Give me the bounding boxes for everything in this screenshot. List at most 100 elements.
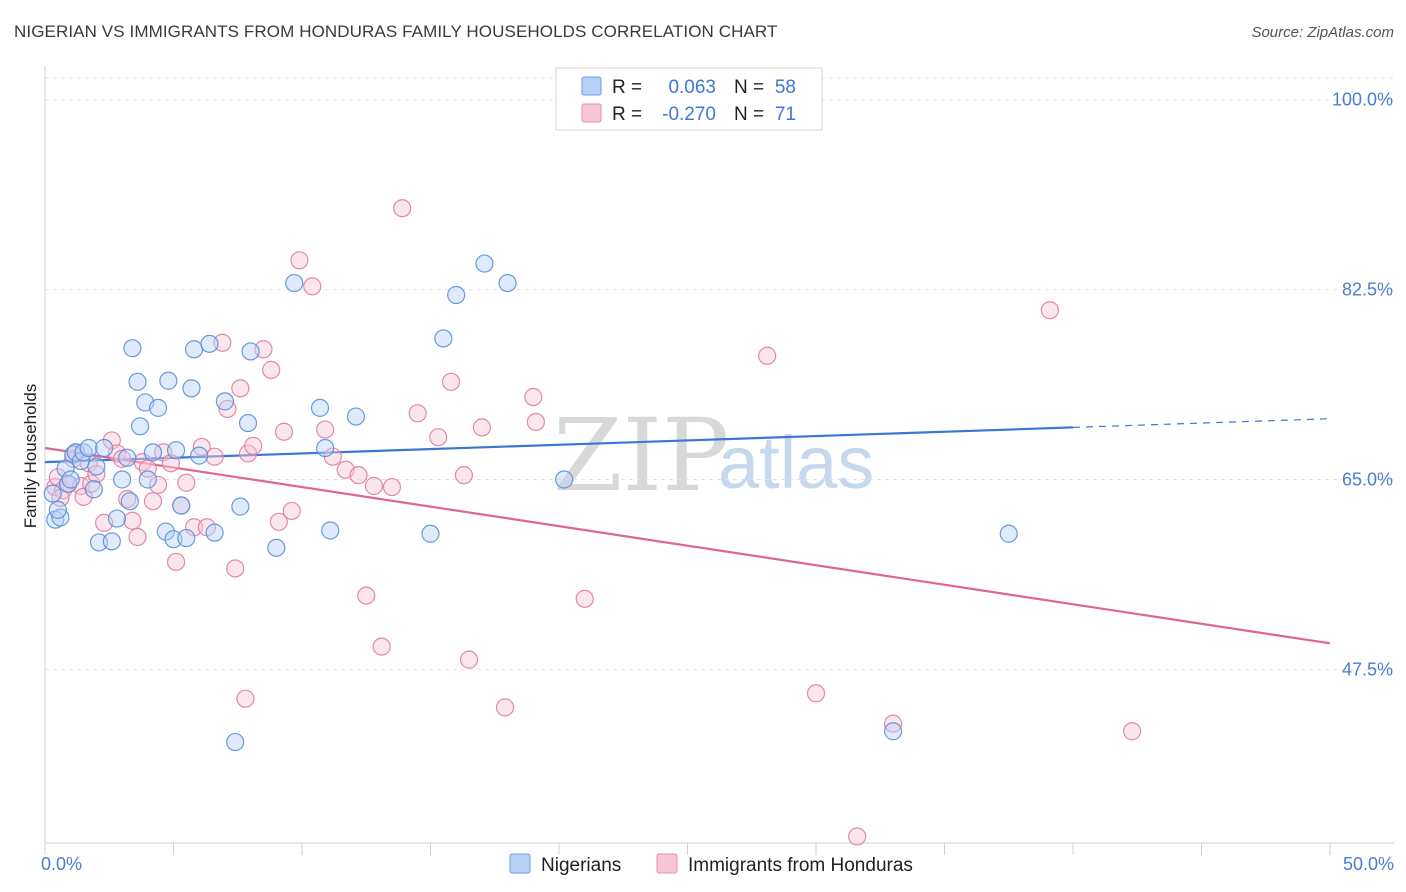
point-nigerians — [166, 441, 186, 460]
point-nigerians — [102, 532, 121, 551]
point-nigerians — [231, 497, 250, 516]
point-nigerians — [421, 524, 440, 543]
point-honduras — [524, 387, 543, 407]
point-nigerians — [130, 417, 150, 436]
point-honduras — [364, 476, 384, 496]
point-nigerians — [241, 342, 260, 361]
point-honduras — [213, 333, 232, 352]
point-honduras — [205, 447, 224, 466]
point-nigerians — [48, 500, 67, 519]
point-honduras — [231, 379, 250, 398]
y-tick-label: 47.5% — [1342, 659, 1393, 679]
point-nigerians — [999, 524, 1018, 543]
point-honduras — [244, 436, 263, 455]
point-nigerians — [118, 448, 137, 467]
legend-n-value-1: 58 — [775, 77, 796, 98]
series-legend-label-honduras: Immigrants from Honduras — [688, 855, 913, 876]
point-honduras — [454, 466, 474, 485]
point-nigerians — [138, 470, 157, 489]
point-nigerians — [310, 398, 330, 417]
point-nigerians — [215, 392, 234, 411]
legend-n-label-1: N = — [734, 77, 764, 98]
point-nigerians — [226, 732, 245, 752]
point-honduras — [429, 428, 448, 447]
point-honduras — [758, 346, 777, 365]
source-label: Source: ZipAtlas.com — [1251, 24, 1394, 41]
point-honduras — [177, 473, 196, 492]
point-nigerians — [285, 273, 304, 293]
y-tick-label: 65.0% — [1342, 469, 1393, 489]
point-nigerians — [89, 533, 109, 552]
point-nigerians — [190, 446, 209, 465]
point-honduras — [883, 714, 903, 733]
point-honduras — [236, 689, 255, 708]
legend-r-label-2: R = — [612, 104, 642, 125]
point-nigerians — [84, 480, 103, 499]
trend-line-nigerians — [44, 426, 1074, 464]
point-nigerians — [107, 509, 127, 528]
point-nigerians — [156, 522, 175, 541]
point-nigerians — [883, 722, 903, 741]
point-honduras — [262, 360, 281, 379]
series-legend-swatch-nigerians — [509, 853, 531, 874]
watermark-zip: ZIP — [553, 397, 729, 514]
point-nigerians — [143, 443, 163, 462]
point-honduras — [316, 420, 335, 439]
point-nigerians — [346, 407, 366, 426]
point-honduras — [143, 492, 163, 511]
point-honduras — [408, 404, 427, 423]
point-honduras — [393, 199, 412, 218]
point-nigerians — [43, 484, 62, 503]
point-honduras — [282, 501, 301, 521]
stats-legend: R = 0.063 N = 58 R = -0.270 N = 71 — [555, 67, 823, 131]
legend-n-value-2: 71 — [775, 104, 796, 125]
series-legend-label-nigerians: Nigerians — [541, 855, 621, 876]
point-honduras — [1123, 722, 1142, 741]
point-nigerians — [172, 496, 191, 515]
point-honduras — [382, 477, 402, 497]
series-legend-swatch-honduras — [656, 853, 678, 874]
point-nigerians — [112, 470, 132, 489]
point-nigerians — [321, 521, 340, 540]
watermark-atlas: atlas — [718, 421, 874, 504]
y-tick-label: 100.0% — [1332, 90, 1393, 110]
point-honduras — [118, 489, 137, 509]
point-honduras — [848, 827, 867, 846]
point-nigerians — [120, 492, 139, 511]
point-honduras — [495, 698, 515, 717]
legend-n-label-2: N = — [734, 104, 764, 125]
point-nigerians — [95, 438, 114, 458]
y-axis-label: Family Households — [21, 384, 40, 529]
point-nigerians — [498, 273, 517, 293]
point-honduras — [138, 459, 157, 478]
point-nigerians — [61, 470, 80, 489]
point-nigerians — [475, 254, 494, 273]
point-honduras — [269, 512, 288, 531]
point-nigerians — [164, 530, 183, 549]
point-nigerians — [555, 470, 574, 489]
point-honduras — [349, 466, 368, 485]
point-nigerians — [87, 457, 106, 476]
point-nigerians — [128, 372, 147, 391]
point-nigerians — [434, 329, 453, 348]
legend-r-value-2: -0.270 — [662, 104, 716, 125]
point-honduras — [290, 251, 309, 270]
legend-r-label-1: R = — [612, 77, 642, 98]
point-nigerians — [182, 379, 201, 398]
trend-line-honduras — [44, 446, 1331, 645]
point-nigerians — [316, 438, 335, 458]
point-nigerians — [205, 523, 224, 542]
point-honduras — [372, 637, 391, 656]
point-nigerians — [447, 285, 466, 305]
point-nigerians — [267, 538, 286, 557]
point-honduras — [87, 464, 106, 484]
series-legend: Nigerians Immigrants from Honduras — [509, 853, 913, 876]
point-nigerians — [238, 413, 258, 433]
point-honduras — [806, 684, 826, 703]
point-nigerians — [177, 528, 196, 548]
point-nigerians — [200, 334, 219, 353]
x-tick-label-max: 50.0% — [1343, 854, 1394, 874]
point-honduras — [526, 412, 545, 432]
point-nigerians — [159, 371, 178, 390]
